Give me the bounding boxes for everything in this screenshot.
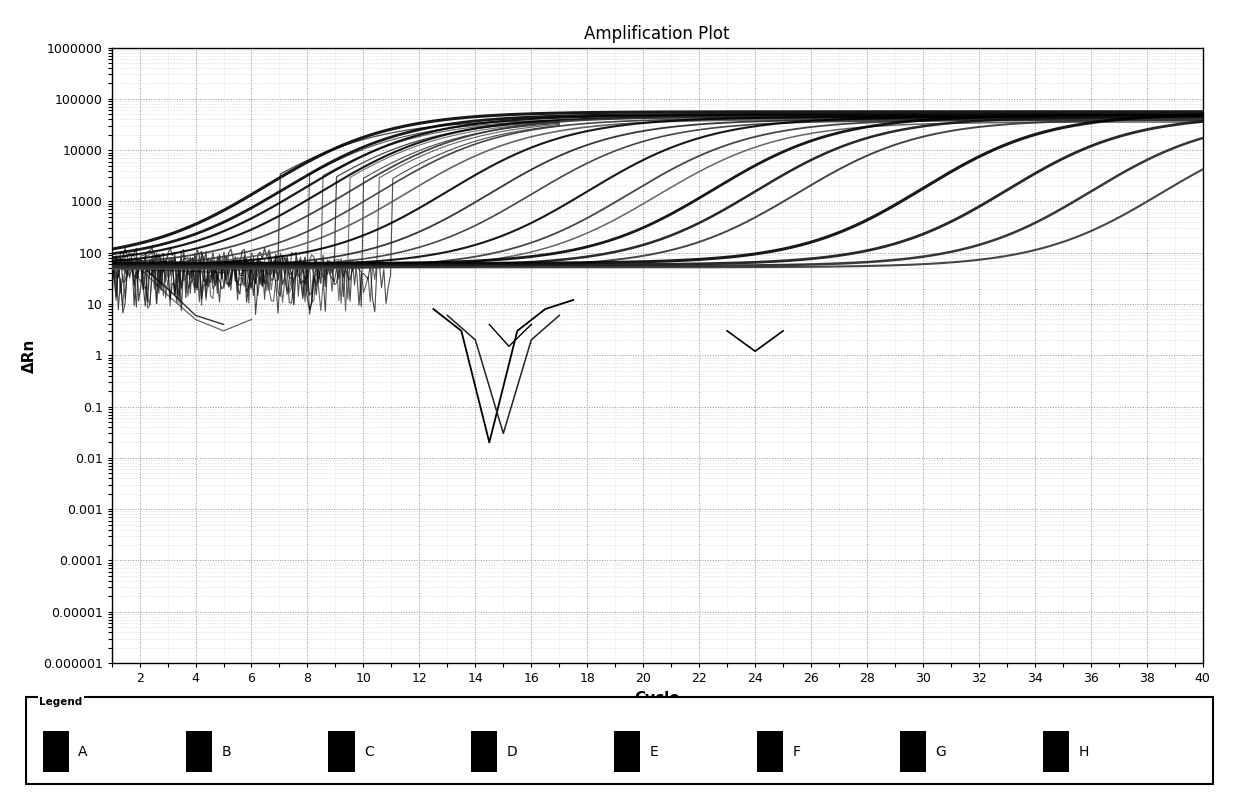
Text: F: F <box>792 745 801 759</box>
Text: B: B <box>221 745 231 759</box>
Bar <box>186 731 212 773</box>
Text: D: D <box>507 745 517 759</box>
Title: Amplification Plot: Amplification Plot <box>584 25 730 44</box>
Bar <box>1043 731 1069 773</box>
Text: H: H <box>1079 745 1089 759</box>
Text: G: G <box>935 745 946 759</box>
Bar <box>471 731 497 773</box>
Bar <box>329 731 355 773</box>
Bar <box>42 731 69 773</box>
Text: A: A <box>78 745 88 759</box>
X-axis label: Cycle: Cycle <box>635 691 680 706</box>
Bar <box>614 731 640 773</box>
Y-axis label: ΔRn: ΔRn <box>22 338 37 372</box>
Text: C: C <box>365 745 373 759</box>
Text: Legend: Legend <box>40 696 82 707</box>
Text: E: E <box>650 745 658 759</box>
Bar <box>756 731 784 773</box>
Bar <box>900 731 926 773</box>
